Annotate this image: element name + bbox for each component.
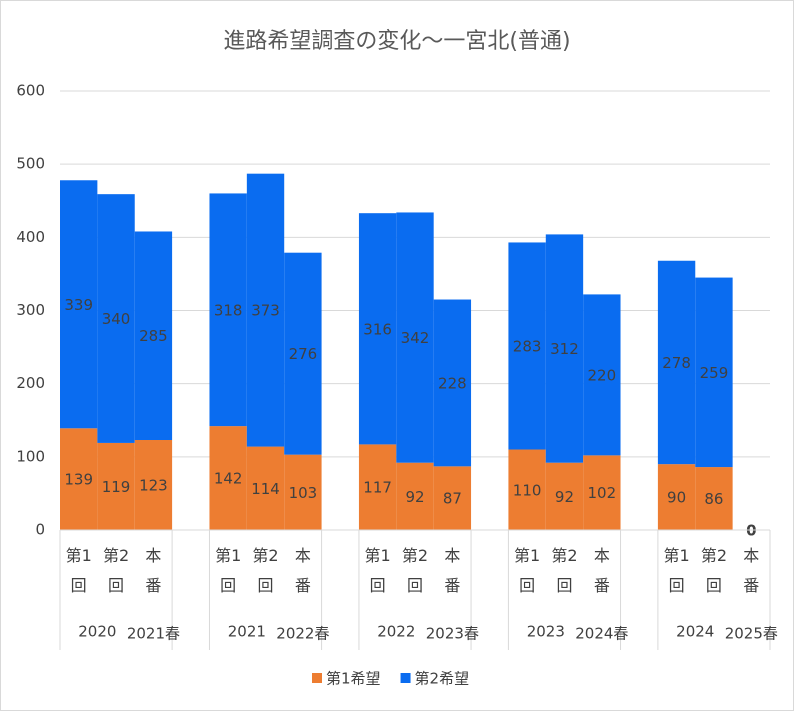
bar-segment [433,299,472,467]
data-label: 92 [555,488,574,506]
data-label: 92 [405,488,424,506]
bar-segment [209,426,247,530]
x-tick-label: 本番 [294,546,311,595]
bar-segment [246,173,285,447]
x-tick-label: 本番 [743,546,760,595]
data-label: 110 [513,481,542,499]
group-label: 2023春 [426,625,479,643]
y-tick-label: 0 [35,521,45,539]
y-tick-label: 100 [16,447,45,465]
bar-segment [396,212,434,463]
group-label: 2022 [377,623,415,641]
bar-segment [583,455,621,530]
x-tick-label: 第1回 [215,546,242,595]
y-tick-label: 600 [16,82,45,100]
data-label: 340 [102,310,131,328]
bar-segment [657,464,696,530]
bar-segment [246,446,285,530]
group-label: 2025春 [725,625,778,643]
x-tick-label: 第1回 [663,546,690,595]
x-tick-label: 本番 [145,546,162,595]
group-label: 2024春 [575,625,628,643]
y-tick-label: 400 [16,228,45,246]
data-label: 102 [588,484,617,502]
x-tick-label: 第2回 [401,546,429,595]
bar-segment [284,454,322,530]
x-tick-label: 第1回 [364,546,391,595]
bar-segment [657,260,696,465]
y-tick-label: 500 [16,155,45,173]
data-label: 285 [139,327,168,345]
group-label: 2021春 [127,625,180,643]
bar-segment [209,193,247,427]
x-tick-label: 第1回 [514,546,541,595]
bar-segment [396,462,434,530]
data-label: 316 [363,320,392,338]
group-label: 2021 [228,623,266,641]
bar-segment [433,466,472,530]
data-label: 123 [139,477,168,495]
data-label: 119 [102,478,131,496]
bar-segment [358,444,397,530]
data-label: 339 [64,296,93,314]
legend-swatch [400,673,411,683]
data-label: 373 [251,302,280,320]
data-label: 278 [662,354,691,372]
legend-label: 第2希望 [415,670,470,688]
bar-segment [508,449,546,530]
bar-segment [97,194,135,443]
data-label: 228 [438,374,467,392]
data-label: 114 [251,480,280,498]
data-label: 103 [289,484,318,502]
bar-segment [695,467,733,530]
group-label: 2023 [527,623,565,641]
bar-segment [284,252,322,455]
y-tick-label: 300 [16,301,45,319]
x-tick-label: 第2回 [700,546,728,595]
x-tick-label: 本番 [444,546,461,595]
data-label: 87 [443,490,462,508]
data-label: 342 [401,329,430,347]
x-tick-label: 本番 [593,546,610,595]
x-tick-label: 第2回 [551,546,578,595]
x-tick-label: 第2回 [102,546,130,595]
group-label: 2022春 [276,625,329,643]
chart-title: 進路希望調査の変化〜一宮北(普通) [223,29,570,54]
data-label: 312 [550,340,579,358]
bar-segment [358,213,397,445]
x-tick-label: 第2回 [252,546,279,595]
group-label: 2020 [78,623,116,641]
data-label: 259 [700,364,729,382]
data-label: 117 [363,479,392,497]
bar-segment [60,180,98,429]
data-label: 86 [704,490,723,508]
x-tick-label: 第1回 [65,546,92,595]
data-label: 276 [289,345,318,363]
bar-segment [97,442,135,530]
data-label: 139 [64,471,93,489]
bar-segment [134,231,173,441]
group-label: 2024 [676,623,714,641]
y-tick-label: 200 [16,374,45,392]
data-label: 283 [513,337,542,355]
bar-segment [695,277,733,468]
data-label: 318 [214,301,243,319]
bar-segment [545,462,584,530]
data-label: 142 [214,470,243,488]
bar-segment [545,234,584,463]
data-label: 90 [667,489,686,507]
bar-segment [583,294,621,456]
legend-swatch [312,673,322,683]
legend-label: 第1希望 [326,670,381,688]
bar-segment [134,440,173,530]
bar-segment [60,428,98,530]
bar-segment [508,242,546,450]
data-label: 220 [588,366,617,384]
